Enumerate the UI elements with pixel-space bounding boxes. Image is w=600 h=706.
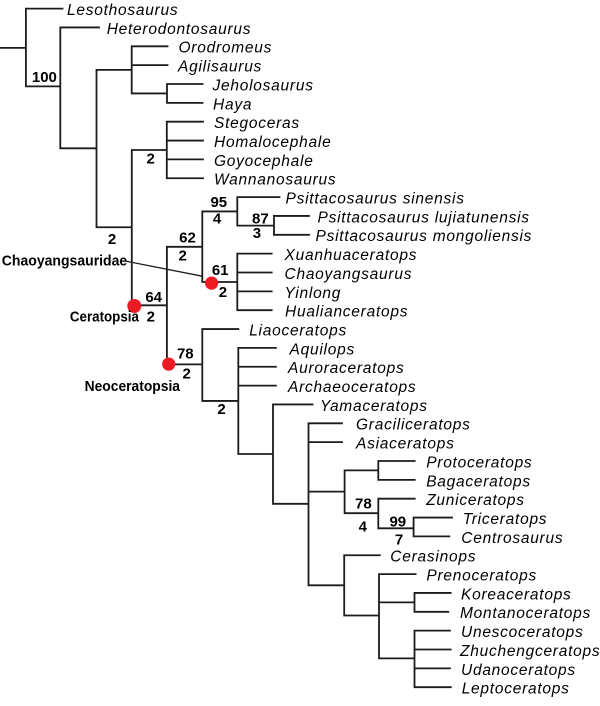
svg-text:Archaeoceratops: Archaeoceratops xyxy=(287,379,416,396)
svg-text:Chaoyangsauridae: Chaoyangsauridae xyxy=(2,252,127,269)
svg-text:2: 2 xyxy=(183,365,191,382)
svg-text:Bagaceratops: Bagaceratops xyxy=(426,473,531,490)
svg-text:95: 95 xyxy=(210,194,227,211)
svg-text:100: 100 xyxy=(32,69,57,86)
svg-text:Asiaceratops: Asiaceratops xyxy=(355,436,455,453)
svg-text:Neoceratopsia: Neoceratopsia xyxy=(85,378,181,395)
svg-text:2: 2 xyxy=(219,284,227,301)
svg-text:Chaoyangsaurus: Chaoyangsaurus xyxy=(285,266,413,283)
svg-text:87: 87 xyxy=(252,211,269,228)
svg-text:4: 4 xyxy=(213,211,222,228)
svg-text:Hualianceratops: Hualianceratops xyxy=(285,304,408,321)
svg-text:Lesothosaurus: Lesothosaurus xyxy=(67,2,178,19)
svg-text:Triceratops: Triceratops xyxy=(463,511,548,528)
svg-text:Zuniceratops: Zuniceratops xyxy=(425,492,525,509)
svg-text:2: 2 xyxy=(217,401,225,418)
svg-text:Montanoceratops: Montanoceratops xyxy=(460,605,591,622)
svg-text:64: 64 xyxy=(145,289,162,306)
svg-text:Psittacosaurus lujiatunensis: Psittacosaurus lujiatunensis xyxy=(318,209,530,226)
svg-text:Agilisaurus: Agilisaurus xyxy=(177,59,262,76)
svg-text:Yinlong: Yinlong xyxy=(285,285,342,302)
svg-text:7: 7 xyxy=(395,532,403,549)
svg-text:Ceratopsia: Ceratopsia xyxy=(70,309,140,326)
svg-text:Centrosaurus: Centrosaurus xyxy=(461,530,563,547)
svg-text:Prenoceratops: Prenoceratops xyxy=(426,568,537,585)
svg-text:Orodromeus: Orodromeus xyxy=(179,40,273,57)
svg-text:Protoceratops: Protoceratops xyxy=(426,454,532,471)
svg-text:99: 99 xyxy=(389,513,406,530)
svg-text:Haya: Haya xyxy=(213,96,252,113)
svg-text:62: 62 xyxy=(179,229,196,246)
svg-text:Psittacosaurus mongoliensis: Psittacosaurus mongoliensis xyxy=(316,228,533,245)
svg-text:2: 2 xyxy=(147,151,155,168)
svg-text:61: 61 xyxy=(212,262,229,279)
svg-text:Koreaceratops: Koreaceratops xyxy=(461,586,572,603)
svg-text:Stegoceras: Stegoceras xyxy=(214,115,300,132)
svg-text:2: 2 xyxy=(179,248,187,265)
svg-text:Wannanosaurus: Wannanosaurus xyxy=(214,172,336,189)
svg-text:Liaoceratops: Liaoceratops xyxy=(249,322,347,339)
svg-text:2: 2 xyxy=(147,309,155,326)
svg-text:Aquilops: Aquilops xyxy=(289,341,355,358)
svg-text:2: 2 xyxy=(108,231,116,248)
svg-text:Homalocephale: Homalocephale xyxy=(214,134,331,151)
svg-text:Unescoceratops: Unescoceratops xyxy=(461,624,584,641)
svg-text:Yamaceratops: Yamaceratops xyxy=(320,398,428,415)
svg-text:Udanoceratops: Udanoceratops xyxy=(461,662,576,679)
svg-text:Psittacosaurus sinensis: Psittacosaurus sinensis xyxy=(286,191,465,208)
svg-text:Leptoceratops: Leptoceratops xyxy=(462,681,570,698)
svg-text:78: 78 xyxy=(177,345,194,362)
svg-text:Heterodontosaurus: Heterodontosaurus xyxy=(107,21,252,38)
svg-text:Goyocephale: Goyocephale xyxy=(214,153,314,170)
svg-text:78: 78 xyxy=(355,495,372,512)
svg-text:Graciliceratops: Graciliceratops xyxy=(356,417,471,434)
svg-text:4: 4 xyxy=(359,519,368,536)
svg-text:Cerasinops: Cerasinops xyxy=(390,549,476,566)
svg-text:Xuanhuaceratops: Xuanhuaceratops xyxy=(284,247,418,264)
svg-text:Jeholosaurus: Jeholosaurus xyxy=(212,77,314,94)
svg-text:Auroraceratops: Auroraceratops xyxy=(287,360,404,377)
svg-text:3: 3 xyxy=(253,225,261,242)
svg-text:Zhuchengceratops: Zhuchengceratops xyxy=(459,643,600,660)
